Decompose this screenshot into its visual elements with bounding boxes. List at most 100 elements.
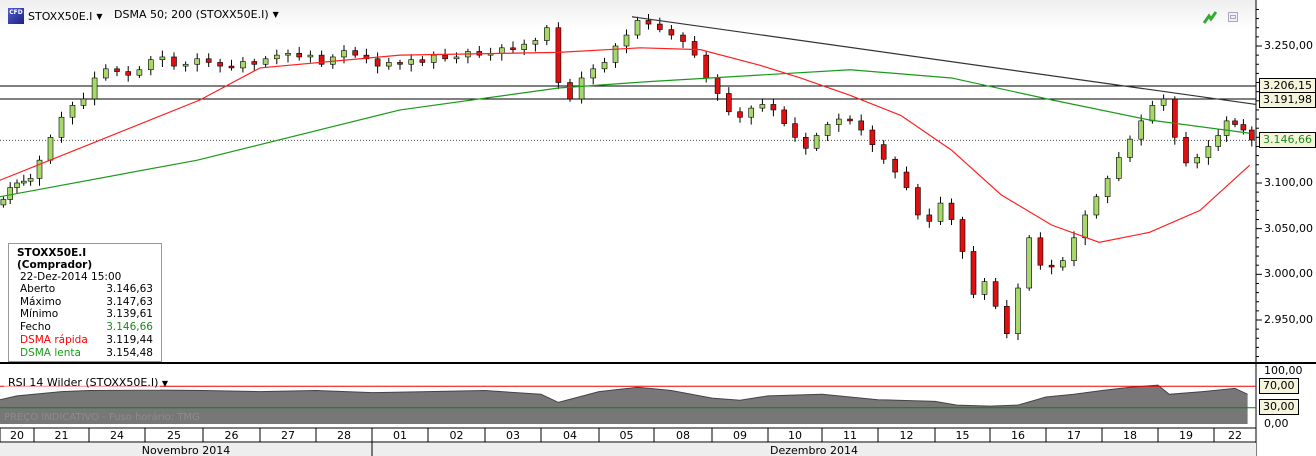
candle bbox=[847, 118, 853, 122]
day-label: 02 bbox=[449, 429, 464, 442]
day-label: 05 bbox=[619, 429, 634, 442]
day-label: 18 bbox=[1123, 429, 1137, 442]
candle bbox=[992, 281, 999, 307]
price-tick: 3.000,00 bbox=[1264, 267, 1313, 280]
candle bbox=[858, 120, 865, 131]
legend-row: Máximo 3.147,63 bbox=[9, 296, 161, 309]
candle bbox=[1215, 135, 1221, 147]
candle bbox=[296, 53, 303, 58]
candle bbox=[612, 45, 619, 63]
day-label: 11 bbox=[843, 429, 857, 442]
candle bbox=[521, 43, 528, 50]
candle bbox=[981, 281, 988, 295]
candle bbox=[691, 41, 698, 56]
candle bbox=[47, 137, 54, 161]
legend-row: DSMA rápida 3.119,44 bbox=[9, 334, 161, 347]
rsi-tick: 0,00 bbox=[1264, 417, 1289, 430]
candle bbox=[748, 107, 755, 118]
candle bbox=[374, 58, 381, 67]
candle bbox=[510, 47, 516, 50]
day-label: 03 bbox=[506, 429, 520, 442]
candle bbox=[103, 68, 109, 79]
candle bbox=[7, 187, 13, 200]
candle bbox=[948, 202, 955, 220]
hline-tag: 3.191,98 bbox=[1259, 92, 1316, 108]
day-label: 19 bbox=[1179, 429, 1193, 442]
candle bbox=[543, 27, 550, 41]
candle bbox=[262, 58, 269, 65]
candle bbox=[341, 50, 347, 58]
candle bbox=[759, 104, 766, 109]
candle bbox=[1232, 120, 1238, 125]
candle bbox=[1060, 260, 1066, 268]
candle bbox=[656, 23, 663, 30]
rsi-level-tag: 70,00 bbox=[1259, 378, 1299, 394]
candle bbox=[1183, 137, 1189, 164]
maximize-icon[interactable] bbox=[1228, 12, 1238, 22]
candle bbox=[1071, 237, 1077, 261]
trend-icon[interactable] bbox=[1203, 10, 1217, 24]
candle bbox=[668, 29, 675, 36]
rsi-title-bg bbox=[4, 374, 160, 390]
candle bbox=[623, 34, 630, 47]
rsi-line bbox=[0, 384, 1248, 407]
candle bbox=[703, 54, 710, 79]
candle bbox=[27, 178, 34, 182]
candle bbox=[714, 77, 721, 94]
candle bbox=[442, 54, 448, 60]
legend-value: 3.119,44 bbox=[106, 333, 153, 346]
indicator-label: DSMA 50; 200 (STOXX50E.I) bbox=[114, 8, 269, 21]
candle bbox=[307, 54, 314, 58]
day-label: 27 bbox=[281, 429, 295, 442]
candle bbox=[926, 214, 933, 222]
trendline bbox=[631, 16, 1257, 106]
legend-datetime: 22-Dez-2014 15:00 bbox=[20, 271, 122, 283]
candle bbox=[171, 56, 177, 67]
candle bbox=[869, 129, 876, 145]
day-label: 09 bbox=[733, 429, 747, 442]
candle bbox=[385, 62, 392, 67]
candle bbox=[114, 68, 120, 72]
legend-label: Mínimo bbox=[20, 308, 59, 321]
candle bbox=[125, 71, 131, 76]
candle bbox=[1205, 146, 1212, 158]
candle bbox=[453, 56, 460, 60]
legend-label: Máximo bbox=[20, 295, 62, 308]
day-label: 04 bbox=[563, 429, 577, 442]
candle bbox=[430, 54, 437, 63]
watermark: PREÇO INDICATIVO - Fuso horário: TMG bbox=[4, 412, 200, 423]
day-label: 08 bbox=[676, 429, 690, 442]
candle bbox=[1003, 305, 1010, 334]
candle bbox=[1026, 237, 1032, 289]
legend-value: 3.146,66 bbox=[106, 321, 153, 334]
rsi-tick: 100,00 bbox=[1264, 364, 1303, 377]
candle bbox=[397, 62, 403, 65]
candle bbox=[903, 171, 910, 188]
candle bbox=[36, 159, 43, 179]
day-label: 12 bbox=[899, 429, 914, 442]
candle bbox=[159, 56, 166, 60]
candle bbox=[217, 62, 223, 67]
cfd-icon: CFD bbox=[8, 8, 24, 24]
candle bbox=[1037, 237, 1044, 266]
rsi-selector[interactable]: RSI 14 Wilder (STOXX50E.I) ▼ bbox=[8, 376, 168, 389]
price-tick: 2.950,00 bbox=[1264, 313, 1313, 326]
candle bbox=[318, 54, 325, 65]
instrument-selector[interactable]: CFD STOXX50E.I ▼ bbox=[8, 8, 103, 24]
candle bbox=[578, 77, 585, 100]
candle bbox=[91, 77, 98, 100]
legend-row: Mínimo 3.139,61 bbox=[9, 308, 161, 321]
legend-label: Fecho bbox=[20, 321, 51, 334]
candle bbox=[419, 59, 426, 63]
candle bbox=[251, 61, 258, 65]
candle bbox=[240, 61, 246, 69]
month-bar bbox=[0, 443, 1256, 456]
indicator-selector[interactable]: DSMA 50; 200 (STOXX50E.I) ▼ bbox=[114, 8, 279, 21]
chevron-down-icon: ▼ bbox=[272, 10, 279, 19]
candle bbox=[1127, 138, 1133, 158]
candle bbox=[802, 137, 809, 149]
day-label: 25 bbox=[167, 429, 181, 442]
candle bbox=[1249, 129, 1255, 141]
